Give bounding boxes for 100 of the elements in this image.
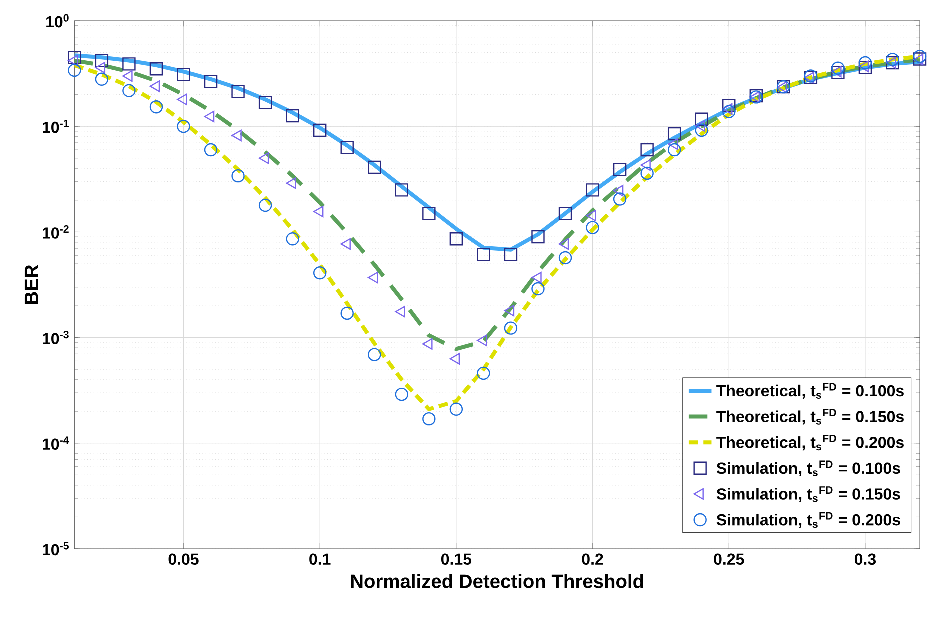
point bbox=[450, 232, 464, 246]
x-tick-label: 0.1 bbox=[310, 554, 331, 566]
legend-label: Simulation, t$_{s}$$^{FD}$ = 0.150s bbox=[716, 486, 900, 502]
point bbox=[422, 412, 436, 426]
legend-label: Simulation, t$_{s}$$^{FD}$ = 0.200s bbox=[716, 512, 900, 528]
y-tick-label: 10$^{-2}$ bbox=[43, 226, 69, 239]
point bbox=[722, 99, 736, 113]
legend-label: Theoretical, t$_{s}$$^{FD}$ = 0.200s bbox=[716, 434, 904, 451]
point bbox=[313, 124, 327, 138]
point bbox=[695, 112, 708, 126]
point bbox=[886, 56, 900, 70]
line-series bbox=[74, 58, 920, 352]
point bbox=[95, 54, 109, 68]
point bbox=[668, 143, 682, 157]
point bbox=[232, 85, 245, 98]
x-tick-label: 0.3 bbox=[854, 554, 876, 566]
y-tick-label: 10$^{-1}$ bbox=[43, 120, 69, 134]
point bbox=[150, 80, 160, 92]
point bbox=[340, 306, 354, 320]
point bbox=[640, 143, 654, 157]
point bbox=[450, 402, 464, 416]
point bbox=[858, 56, 872, 70]
point bbox=[95, 72, 109, 86]
point bbox=[95, 62, 106, 74]
point bbox=[422, 338, 433, 350]
point bbox=[504, 248, 518, 262]
point bbox=[722, 105, 736, 118]
x-tick-label: 0.15 bbox=[441, 554, 472, 566]
point bbox=[532, 230, 545, 244]
x-tick-label: 0.05 bbox=[168, 554, 199, 566]
point bbox=[395, 306, 406, 318]
point bbox=[286, 178, 296, 190]
point bbox=[204, 143, 218, 157]
point bbox=[613, 163, 627, 176]
point bbox=[668, 127, 682, 141]
point bbox=[177, 68, 190, 82]
y-axis-title: BER bbox=[24, 265, 38, 304]
point bbox=[504, 322, 518, 335]
point bbox=[558, 238, 570, 250]
point bbox=[586, 221, 600, 234]
point bbox=[258, 198, 272, 212]
point bbox=[395, 184, 408, 197]
y-tick-label: 10$^{-3}$ bbox=[43, 331, 69, 344]
point bbox=[504, 305, 515, 317]
point bbox=[122, 70, 133, 82]
point bbox=[122, 58, 136, 71]
point bbox=[558, 207, 572, 220]
point bbox=[586, 210, 596, 222]
point bbox=[68, 51, 82, 64]
point bbox=[532, 282, 545, 296]
point bbox=[832, 66, 845, 80]
point bbox=[422, 207, 436, 220]
point bbox=[340, 141, 354, 154]
point bbox=[177, 94, 188, 106]
point bbox=[258, 96, 272, 110]
point bbox=[558, 251, 572, 265]
x-axis-title: Normalized Detection Threshold bbox=[351, 574, 644, 588]
point bbox=[477, 334, 488, 346]
point bbox=[313, 266, 327, 280]
point bbox=[313, 206, 324, 218]
point bbox=[68, 64, 82, 78]
point bbox=[450, 353, 460, 365]
point bbox=[204, 75, 218, 89]
point bbox=[832, 62, 845, 75]
point bbox=[586, 184, 600, 197]
point bbox=[613, 185, 624, 197]
legend-label: Theoretical, t$_{s}$$^{FD}$ = 0.100s bbox=[716, 383, 904, 400]
point bbox=[913, 54, 924, 66]
point bbox=[340, 238, 351, 250]
point bbox=[68, 54, 78, 67]
y-tick-label: 10$^{0}$ bbox=[46, 14, 69, 28]
point bbox=[832, 66, 842, 78]
point bbox=[258, 152, 270, 164]
point bbox=[286, 232, 300, 246]
point bbox=[695, 120, 706, 132]
point bbox=[886, 57, 896, 69]
legend-label: Simulation, t$_{s}$$^{FD}$ = 0.100s bbox=[716, 460, 900, 476]
point bbox=[204, 110, 215, 123]
point bbox=[640, 166, 654, 180]
point bbox=[804, 72, 815, 84]
point bbox=[368, 160, 382, 174]
point bbox=[750, 91, 760, 103]
point bbox=[368, 348, 382, 362]
point bbox=[858, 61, 872, 74]
point bbox=[477, 248, 490, 262]
point bbox=[232, 130, 242, 142]
point bbox=[668, 138, 678, 150]
x-tick-label: 0.2 bbox=[582, 554, 604, 566]
point bbox=[368, 272, 378, 284]
point bbox=[150, 100, 164, 114]
point bbox=[122, 84, 136, 98]
y-tick-label: 10$^{-4}$ bbox=[43, 436, 70, 450]
point bbox=[150, 62, 164, 76]
point bbox=[913, 52, 927, 66]
point bbox=[858, 60, 870, 72]
point bbox=[532, 272, 542, 284]
point bbox=[722, 103, 733, 116]
point bbox=[777, 82, 788, 94]
point bbox=[395, 388, 408, 402]
y-tick-label: 10$^{-5}$ bbox=[43, 542, 69, 556]
